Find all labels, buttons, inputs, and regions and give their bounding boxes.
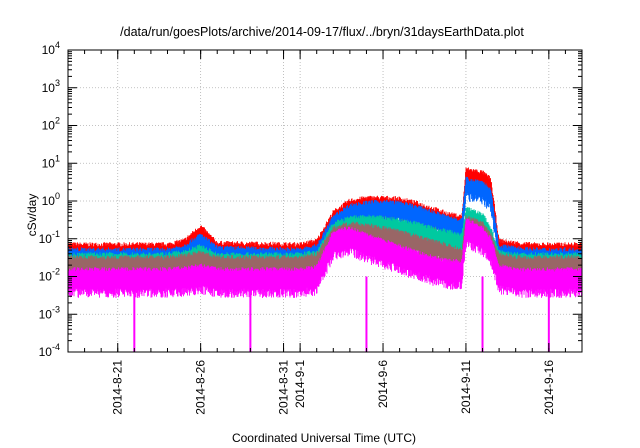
x-axis-label: Coordinated Universal Time (UTC) bbox=[232, 431, 416, 445]
y-tick-label: 100 bbox=[42, 191, 60, 208]
y-tick-label: 104 bbox=[42, 40, 60, 57]
y-axis-tick-labels: 10-4 10-3 10-2 10-1 100 101 102 103 104 bbox=[39, 40, 60, 359]
x-tick-label: 2014-9-16 bbox=[542, 360, 556, 415]
y-tick-label: 10-1 bbox=[39, 229, 60, 246]
grid bbox=[68, 50, 582, 352]
plot-area bbox=[68, 167, 582, 352]
x-tick-label: 2014-9-1 bbox=[293, 360, 307, 408]
series-trace bbox=[68, 218, 582, 298]
y-tick-label: 10-4 bbox=[39, 342, 60, 359]
y-tick-label: 10-2 bbox=[39, 267, 60, 284]
x-tick-label: 2014-8-26 bbox=[194, 360, 208, 415]
plot-frame bbox=[67, 49, 583, 353]
y-tick-label: 10-3 bbox=[39, 304, 60, 321]
y-axis-label: cSv/day bbox=[25, 194, 39, 237]
y-tick-label: 102 bbox=[42, 116, 60, 133]
y-tick-label: 101 bbox=[42, 153, 60, 170]
x-tick-label: 2014-8-21 bbox=[111, 360, 125, 415]
x-tick-label: 2014-9-11 bbox=[459, 360, 473, 414]
x-axis-tick-labels: 2014-8-21 2014-8-26 2014-8-31 2014-9-1 2014-… bbox=[111, 360, 556, 415]
x-tick-label: 2014-9-6 bbox=[376, 360, 390, 408]
chart-title: /data/run/goesPlots/archive/2014-09-17/f… bbox=[120, 25, 524, 39]
x-tick-label: 2014-8-31 bbox=[277, 360, 291, 415]
y-tick-label: 103 bbox=[42, 78, 60, 95]
series-group bbox=[68, 167, 582, 352]
axis-ticks bbox=[68, 49, 582, 353]
